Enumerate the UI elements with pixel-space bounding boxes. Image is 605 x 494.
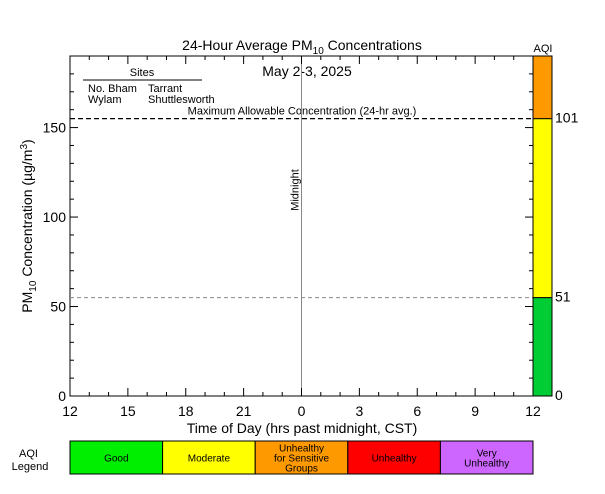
aqi-bar-title: AQI (534, 43, 553, 55)
x-tick-label: 3 (355, 403, 363, 419)
aqi-legend-label: Unhealthy (464, 459, 509, 470)
aqi-band (532, 55, 553, 120)
chart-title-subscript: 10 (313, 46, 325, 57)
x-axis-label: Time of Day (hrs past midnight, CST) (187, 420, 418, 436)
aqi-bar-labels: 0 51 101 (555, 110, 579, 403)
x-tick-label: 6 (413, 403, 421, 419)
y-axis-label-end: ) (19, 139, 35, 144)
aqi-bar-label: 101 (555, 110, 579, 126)
chart-title: 24-Hour Average PM10 Concentrations (182, 37, 422, 57)
aqi-legend-box (254, 440, 349, 475)
aqi-legend-label: Unhealthy (372, 454, 417, 465)
aqi-band (532, 297, 553, 397)
y-axis-label-superscript: 3 (19, 144, 30, 150)
y-tick-label: 50 (50, 299, 66, 315)
aqi-legend-label: Unhealthy (279, 444, 324, 455)
aqi-legend-label: Moderate (188, 454, 231, 465)
aqi-legend-label: Very (477, 449, 497, 460)
site-label-no-bham: No. Bham (88, 83, 137, 95)
chart-title-tail: Concentrations (324, 37, 422, 53)
x-tick-label: 21 (236, 403, 252, 419)
y-axis-label-pre: PM (19, 292, 35, 313)
x-tick-label: 18 (178, 403, 194, 419)
aqi-legend-box (347, 440, 441, 475)
x-axis-ticks: 12 15 18 21 0 3 6 9 12 (62, 56, 541, 419)
site-label-wylam: Wylam (88, 94, 122, 106)
x-tick-label: 12 (525, 403, 541, 419)
y-axis-ticks: 0 50 100 150 (43, 55, 533, 404)
aqi-color-bar (532, 55, 553, 397)
aqi-legend-box (69, 440, 164, 475)
site-label-shuttlesworth: Shuttlesworth (148, 94, 215, 106)
sites-legend-title: Sites (130, 67, 155, 79)
y-axis-label-mid: Concentration (µg/m (19, 150, 35, 281)
aqi-legend-label: for Sensitive (274, 454, 329, 465)
x-tick-label: 9 (471, 403, 479, 419)
aqi-legend-title-line1: AQI (19, 448, 38, 460)
chart-title-main: 24-Hour Average PM (182, 37, 312, 53)
y-tick-label: 0 (58, 388, 66, 404)
y-tick-label: 150 (43, 120, 67, 136)
aqi-legend-box (439, 440, 534, 475)
aqi-legend-box (162, 440, 256, 475)
aqi-legend-label: Groups (285, 464, 318, 475)
x-tick-label: 12 (62, 403, 78, 419)
x-tick-label: 15 (120, 403, 136, 419)
chart-date: May 2-3, 2025 (262, 63, 352, 79)
aqi-legend-title: AQI Legend (12, 448, 49, 473)
x-tick-label: 0 (298, 403, 306, 419)
sites-legend: Sites No. Bham Tarrant Wylam Shuttleswor… (83, 67, 215, 106)
y-axis-label: PM10 Concentration (µg/m3) (19, 139, 39, 312)
y-tick-label: 100 (43, 209, 67, 225)
site-label-tarrant: Tarrant (148, 83, 182, 95)
y-axis-label-subscript: 10 (28, 280, 39, 292)
aqi-bar-label: 51 (555, 289, 571, 305)
midnight-label: Midnight (290, 169, 302, 211)
aqi-legend-label: Good (104, 454, 128, 465)
aqi-legend-title-line2: Legend (12, 461, 49, 473)
aqi-band (532, 118, 553, 299)
aqi-bar-label: 0 (555, 387, 563, 403)
